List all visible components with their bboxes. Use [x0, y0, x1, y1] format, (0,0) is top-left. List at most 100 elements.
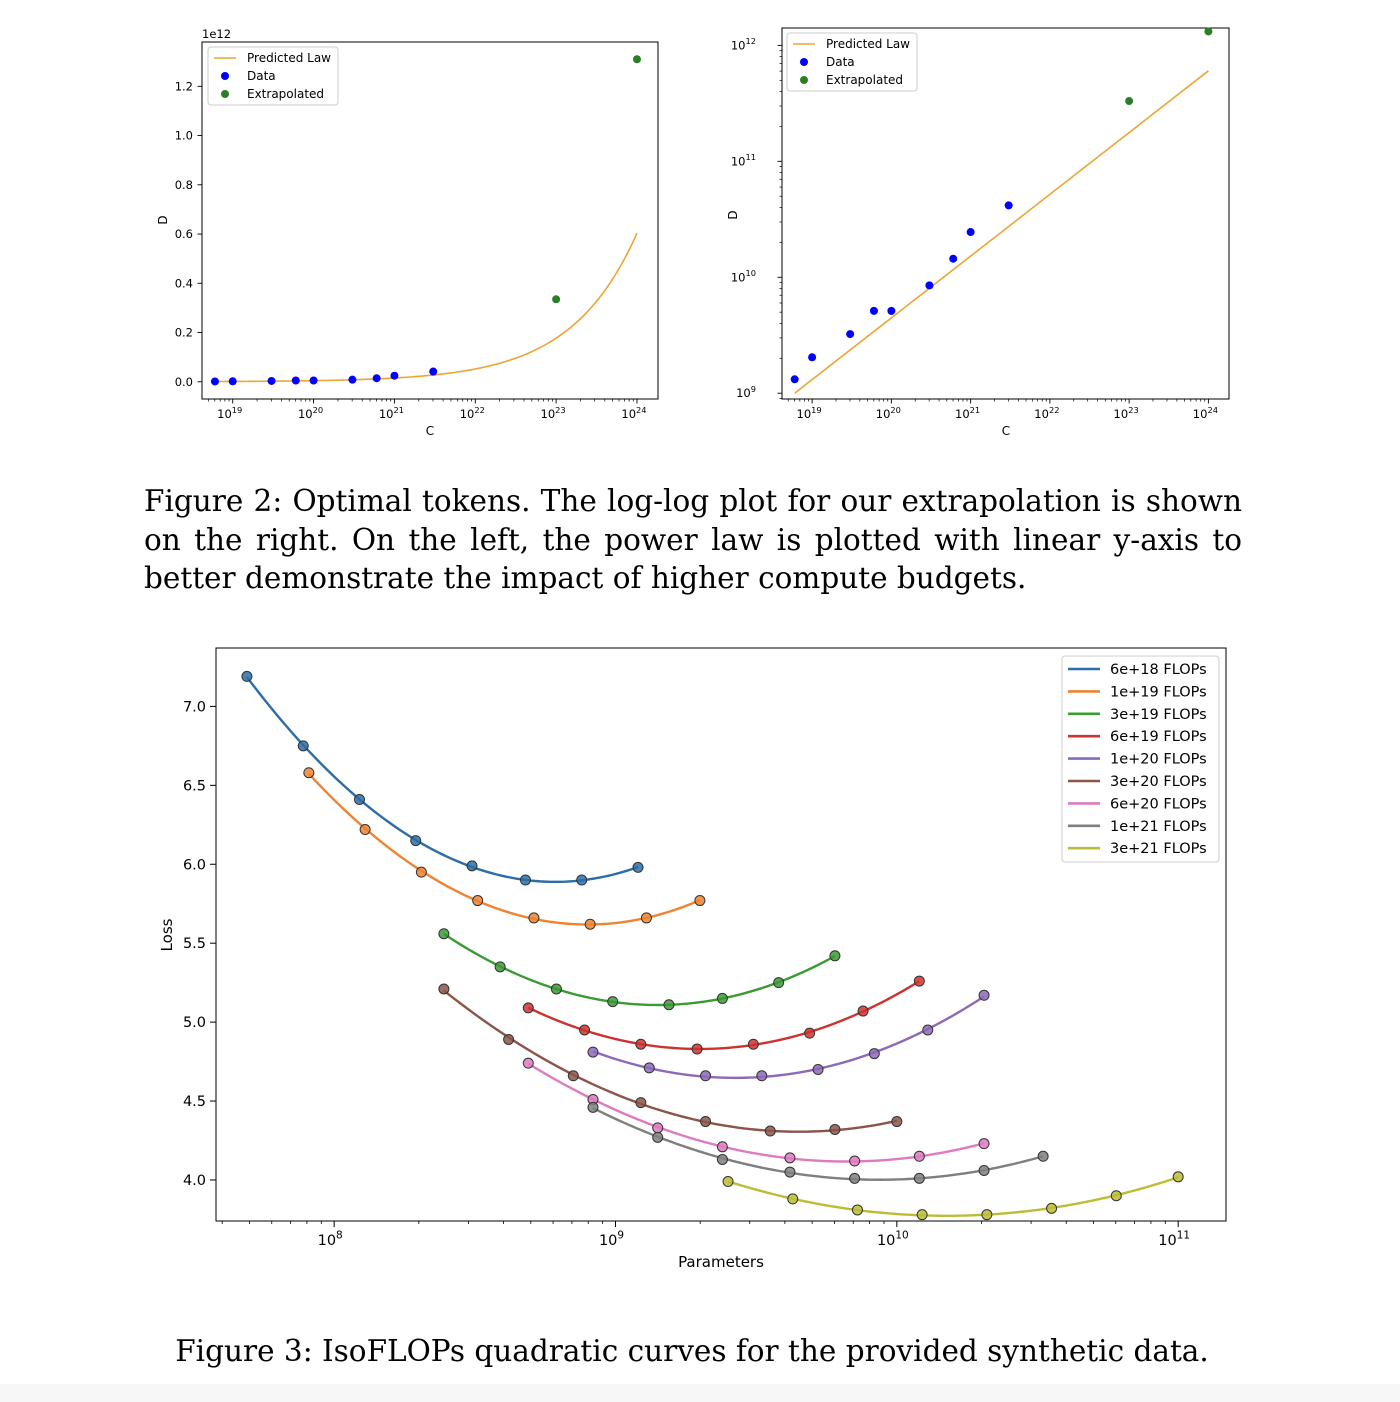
legend-label-extrapolated: Extrapolated: [826, 73, 903, 87]
y-tick-label: 6.0: [183, 857, 206, 873]
loss-point: [587, 1101, 599, 1113]
loss-point: [410, 835, 422, 847]
data-point: [1004, 201, 1013, 210]
loss-point: [635, 1097, 647, 1109]
fit-curve: [527, 980, 920, 1051]
y-tick-label: 0.2: [175, 326, 193, 340]
data-point: [949, 254, 958, 263]
loss-point: [652, 1122, 664, 1134]
loss-point: [359, 824, 371, 836]
loss-point: [722, 1176, 734, 1188]
loss-point: [522, 1002, 534, 1014]
loss-point: [756, 1070, 768, 1082]
loss-point: [587, 1046, 599, 1058]
loss-point: [829, 950, 841, 962]
x-tick-label: 1021: [955, 405, 980, 421]
legend-label: 6e+19 FLOPs: [1110, 729, 1207, 745]
data-point: [846, 330, 855, 339]
legend: Predicted Law Data Extrapolated: [786, 32, 918, 92]
legend-label-data: Data: [247, 69, 276, 83]
loss-point: [584, 918, 596, 930]
data-point: [869, 306, 878, 315]
fit-curve: [245, 676, 639, 884]
loss-point: [868, 1048, 880, 1060]
x-tick-label: 1021: [379, 405, 404, 421]
loss-point: [1172, 1171, 1184, 1183]
x-tick-label: 109: [599, 1229, 624, 1249]
loss-point: [643, 1062, 655, 1074]
data-point: [291, 376, 300, 385]
loss-point: [913, 1150, 925, 1162]
y-tick-label: 7.0: [183, 699, 206, 715]
loss-point: [241, 670, 253, 682]
loss-point: [700, 1070, 712, 1082]
legend-label: 6e+18 FLOPs: [1110, 662, 1207, 678]
data-point: [210, 377, 219, 386]
data-point: [790, 375, 799, 384]
legend-label: 3e+21 FLOPs: [1110, 841, 1207, 857]
loss-point: [700, 1116, 712, 1128]
x-tick-label: 1024: [621, 405, 646, 421]
loss-point: [635, 1038, 647, 1050]
loss-point: [663, 999, 675, 1011]
data-point: [348, 375, 357, 384]
loss-point: [691, 1043, 703, 1055]
loss-point: [632, 861, 644, 873]
loss-point: [716, 1141, 728, 1153]
loss-point: [1110, 1190, 1122, 1202]
legend: 6e+18 FLOPs 1e+19 FLOPs 3e+19 FLOPs 6e+19 F…: [1061, 655, 1220, 863]
loss-point: [528, 912, 540, 924]
y-tick-label: 4.5: [183, 1094, 206, 1110]
y-tick-label: 0.8: [175, 178, 193, 192]
legend-label-extrapolated: Extrapolated: [247, 87, 324, 101]
y-tick-label: 0.6: [175, 227, 193, 241]
loss-point: [472, 895, 484, 907]
loss-point: [503, 1033, 515, 1045]
loss-point: [716, 1153, 728, 1165]
plot-frame: [201, 41, 659, 400]
y-tick-label: 5.0: [183, 1015, 206, 1031]
data-point: [309, 376, 318, 385]
fit-curve: [443, 989, 898, 1133]
loss-point: [851, 1204, 863, 1216]
legend-label: 1e+19 FLOPs: [1110, 684, 1207, 700]
loss-point: [438, 983, 450, 995]
loss-point: [812, 1063, 824, 1075]
x-axis-label: C: [426, 424, 434, 438]
y-tick-label: 1.2: [175, 79, 193, 93]
predicted-law-line: [214, 232, 638, 383]
data-point: [887, 306, 896, 315]
data-point: [228, 377, 237, 386]
x-tick-label: 1023: [1114, 405, 1139, 421]
y-offset-label: 1e12: [202, 27, 231, 41]
chart-left-linear: 1019 1020 1021 1022 1023 1024 0.0 0.2 0.4 0.6 0.8…: [156, 27, 659, 438]
loss-point: [550, 983, 562, 995]
x-axis-label: Parameters: [678, 1253, 764, 1271]
legend-label: 6e+20 FLOPs: [1110, 796, 1207, 812]
predicted-law-line: [794, 70, 1209, 394]
data-point: [925, 281, 934, 290]
loss-point: [567, 1070, 579, 1082]
x-tick-label: 1020: [876, 405, 901, 421]
loss-point: [640, 912, 652, 924]
loss-point: [764, 1125, 776, 1137]
loss-point: [694, 895, 706, 907]
loss-point: [1046, 1202, 1058, 1214]
loss-point: [607, 996, 619, 1008]
loss-point: [891, 1116, 903, 1128]
fit-curve: [443, 932, 836, 1007]
data-point: [808, 353, 817, 362]
extrapolated-point: [552, 295, 561, 304]
figure-2-caption: Figure 2: Optimal tokens. The log-log pl…: [144, 484, 1242, 595]
y-tick-label: 1010: [731, 268, 756, 284]
loss-point: [913, 1172, 925, 1184]
loss-point: [494, 961, 506, 973]
loss-point: [579, 1024, 591, 1036]
fit-curve: [527, 1062, 985, 1163]
extrapolated-point: [1125, 97, 1134, 106]
loss-point: [857, 1005, 869, 1017]
loss-point: [652, 1131, 664, 1143]
fit-curve: [727, 1176, 1179, 1218]
data-point: [966, 228, 975, 237]
loss-point: [978, 989, 990, 1001]
